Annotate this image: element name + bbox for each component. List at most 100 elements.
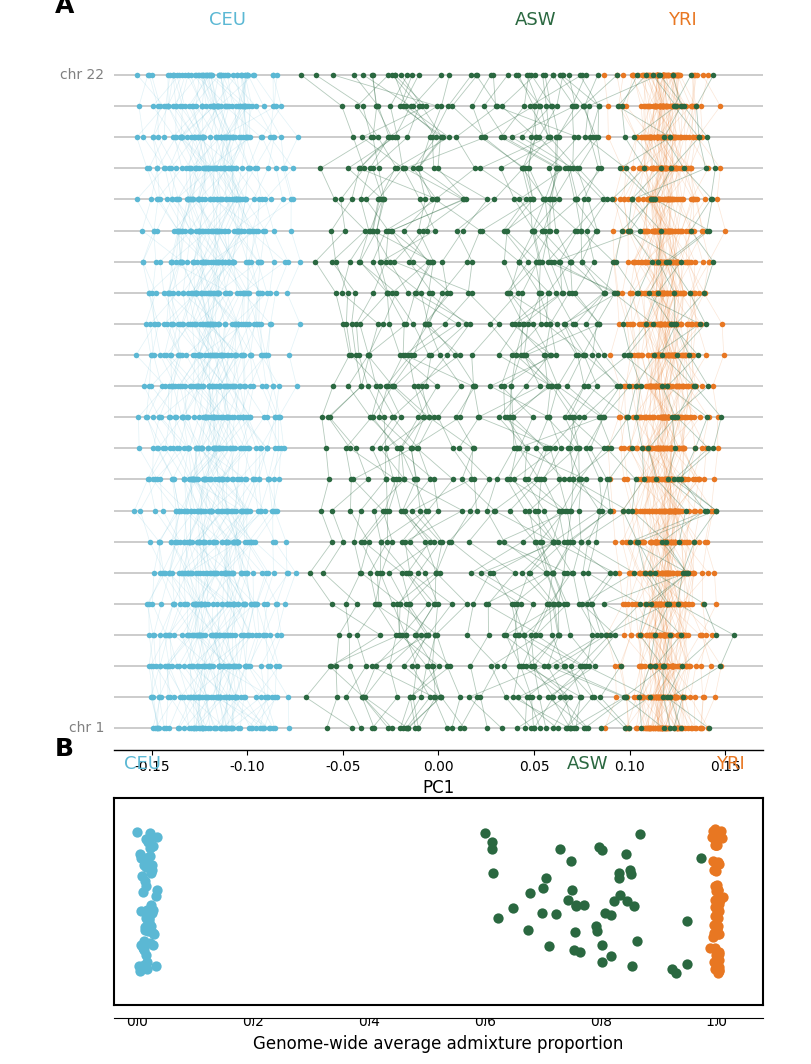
Point	[662, 347, 675, 364]
Point	[648, 347, 661, 364]
Point	[219, 378, 232, 395]
Point	[233, 190, 246, 207]
Point	[629, 688, 642, 705]
Point	[233, 98, 246, 115]
Point	[207, 439, 220, 456]
Point	[188, 66, 201, 83]
Point	[362, 347, 375, 364]
Point	[487, 66, 500, 83]
Point	[639, 190, 652, 207]
Point	[149, 887, 162, 904]
Point	[679, 912, 692, 929]
Point	[236, 502, 249, 519]
Point	[170, 222, 183, 239]
Point	[200, 409, 212, 426]
Point	[178, 502, 191, 519]
Point	[505, 347, 518, 364]
Point	[212, 658, 225, 675]
Point	[210, 284, 223, 301]
Point	[353, 160, 366, 177]
Point	[268, 688, 281, 705]
Point	[216, 439, 229, 456]
Point	[714, 409, 727, 426]
Point	[668, 315, 681, 332]
Point	[667, 596, 680, 613]
Point	[380, 284, 393, 301]
Point	[677, 347, 690, 364]
Point	[652, 378, 665, 395]
Point	[198, 160, 211, 177]
Point	[183, 533, 196, 550]
Point	[227, 253, 240, 270]
Point	[552, 596, 565, 613]
Point	[396, 720, 409, 737]
Point	[615, 98, 628, 115]
Point	[235, 564, 248, 581]
Point	[512, 66, 525, 83]
Point	[668, 720, 681, 737]
Point	[695, 253, 708, 270]
Point	[661, 378, 674, 395]
Point	[210, 253, 223, 270]
Point	[663, 315, 676, 332]
Point	[666, 720, 679, 737]
Point	[261, 347, 274, 364]
Point	[659, 564, 672, 581]
Point	[650, 471, 663, 488]
Point	[219, 502, 232, 519]
Point	[189, 160, 202, 177]
Point	[629, 347, 642, 364]
Point	[572, 439, 585, 456]
Point	[674, 471, 687, 488]
Point	[211, 129, 224, 146]
Point	[616, 98, 629, 115]
Point	[381, 129, 394, 146]
Point	[257, 720, 270, 737]
Point	[459, 315, 472, 332]
Point	[647, 190, 660, 207]
Point	[359, 658, 372, 675]
Point	[621, 720, 634, 737]
Point	[477, 98, 490, 115]
Point	[564, 720, 577, 737]
Point	[677, 627, 690, 644]
Point	[444, 658, 457, 675]
Point	[187, 688, 200, 705]
Point	[231, 222, 244, 239]
Point	[152, 688, 165, 705]
Point	[513, 347, 526, 364]
Point	[234, 129, 247, 146]
Point	[652, 439, 665, 456]
Point	[388, 66, 401, 83]
Point	[670, 564, 683, 581]
Point	[267, 253, 280, 270]
Point	[713, 658, 726, 675]
Point	[138, 857, 151, 874]
Point	[169, 160, 182, 177]
Point	[693, 315, 706, 332]
Point	[238, 471, 251, 488]
Point	[641, 688, 654, 705]
Point	[656, 596, 669, 613]
Point	[510, 439, 523, 456]
Point	[539, 98, 552, 115]
Point	[645, 409, 658, 426]
Point	[264, 315, 277, 332]
Point	[136, 253, 149, 270]
Point	[690, 347, 703, 364]
Point	[192, 720, 205, 737]
Point	[650, 284, 663, 301]
Point	[270, 596, 283, 613]
Point	[650, 129, 663, 146]
Point	[686, 98, 699, 115]
Point	[170, 190, 183, 207]
Point	[365, 720, 378, 737]
Point	[626, 688, 639, 705]
Point	[382, 564, 395, 581]
Point	[568, 190, 581, 207]
Point	[240, 315, 253, 332]
Point	[327, 66, 340, 83]
Point	[545, 98, 558, 115]
Point	[665, 222, 678, 239]
Point	[219, 129, 232, 146]
